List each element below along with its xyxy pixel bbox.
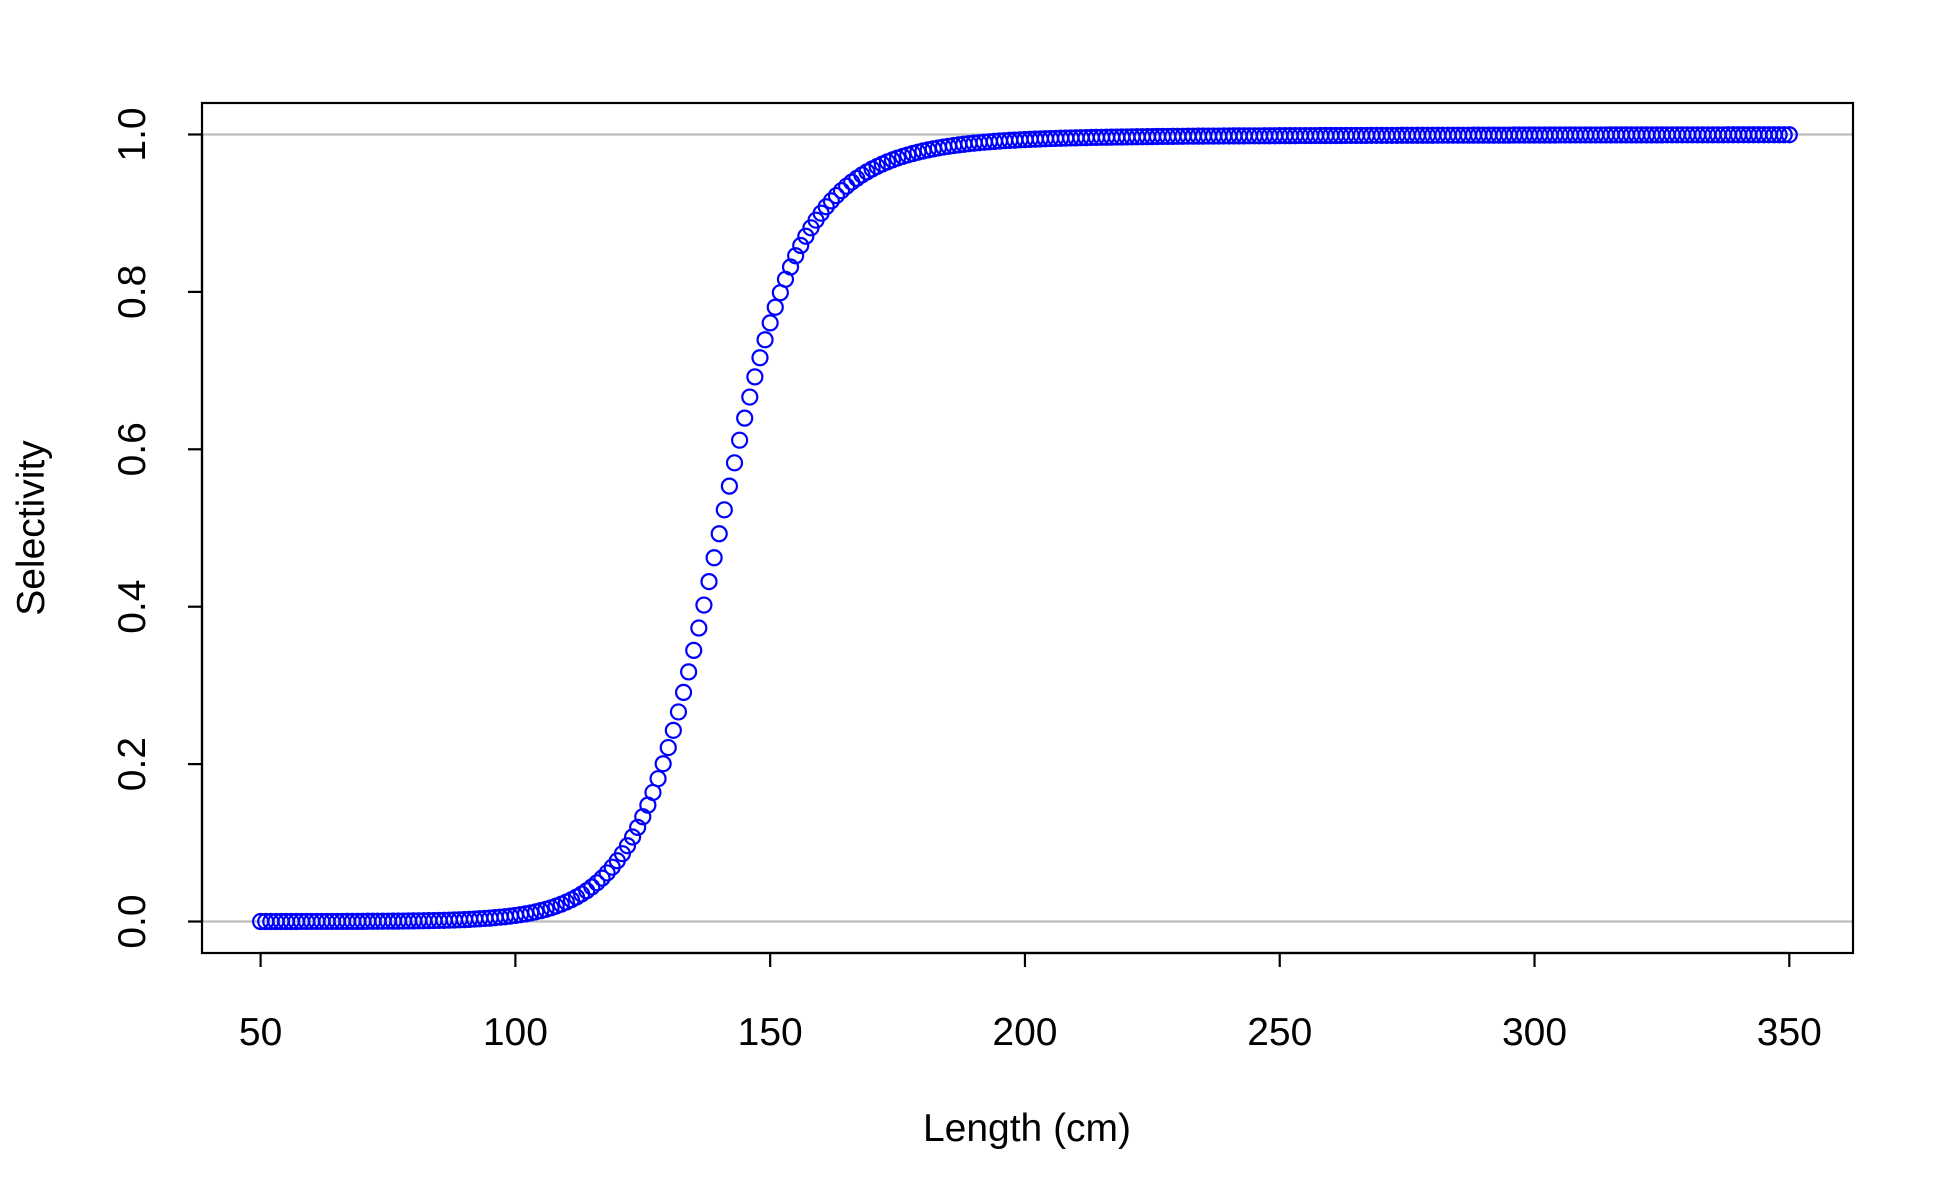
data-points (252, 126, 1798, 931)
data-point (680, 663, 698, 681)
data-point (741, 388, 759, 406)
data-point (1775, 126, 1793, 144)
data-point (736, 409, 754, 427)
data-point (669, 703, 688, 721)
data-point (629, 818, 647, 836)
data-point (685, 641, 703, 659)
data-point (674, 683, 693, 702)
y-axis-title: Selectivity (10, 440, 53, 616)
data-point (827, 186, 846, 205)
data-point (751, 349, 769, 367)
x-tick-label: 250 (1247, 1011, 1312, 1054)
data-point (756, 331, 774, 349)
data-point (822, 192, 840, 210)
data-point (1780, 126, 1798, 144)
data-point (715, 501, 733, 519)
data-point (659, 738, 677, 757)
data-point (746, 368, 764, 386)
y-tick-label: 0.8 (111, 265, 154, 319)
y-axis: 0.0 0.2 0.4 0.6 0.8 1.0 (111, 107, 204, 949)
data-point (797, 227, 815, 245)
data-point (766, 298, 784, 316)
data-point (730, 431, 749, 449)
data-point (787, 247, 805, 265)
data-point (761, 314, 779, 332)
data-point (649, 770, 667, 788)
data-point (720, 477, 739, 495)
data-point (705, 549, 723, 567)
x-tick-label: 200 (992, 1011, 1057, 1054)
data-point (710, 525, 728, 543)
x-tick-label: 300 (1502, 1011, 1567, 1054)
x-tick-label: 350 (1757, 1011, 1822, 1054)
data-point (593, 869, 611, 887)
x-axis: 50 100 150 200 250 300 350 (239, 951, 1822, 1054)
data-point (700, 572, 718, 591)
y-tick-label: 0.4 (111, 580, 154, 634)
data-point (664, 721, 682, 739)
data-point (695, 596, 713, 614)
x-tick-label: 100 (483, 1011, 548, 1054)
data-point (817, 198, 835, 216)
data-point (598, 864, 616, 882)
data-point (1770, 126, 1788, 144)
data-point (583, 878, 601, 896)
data-point (654, 755, 672, 773)
data-point (792, 236, 810, 255)
data-point (832, 182, 851, 200)
data-point (618, 837, 637, 855)
x-tick-label: 50 (239, 1011, 282, 1054)
data-point (781, 258, 800, 276)
data-point (623, 828, 642, 846)
y-tick-label: 0.0 (111, 894, 154, 948)
y-tick-label: 1.0 (111, 107, 154, 161)
data-point (690, 619, 708, 637)
x-axis-title: Length (cm) (923, 1107, 1131, 1150)
y-tick-label: 0.6 (111, 422, 154, 476)
y-tick-label: 0.2 (111, 737, 154, 791)
x-tick-label: 150 (738, 1011, 803, 1054)
data-point (588, 874, 606, 892)
data-point (725, 454, 744, 472)
